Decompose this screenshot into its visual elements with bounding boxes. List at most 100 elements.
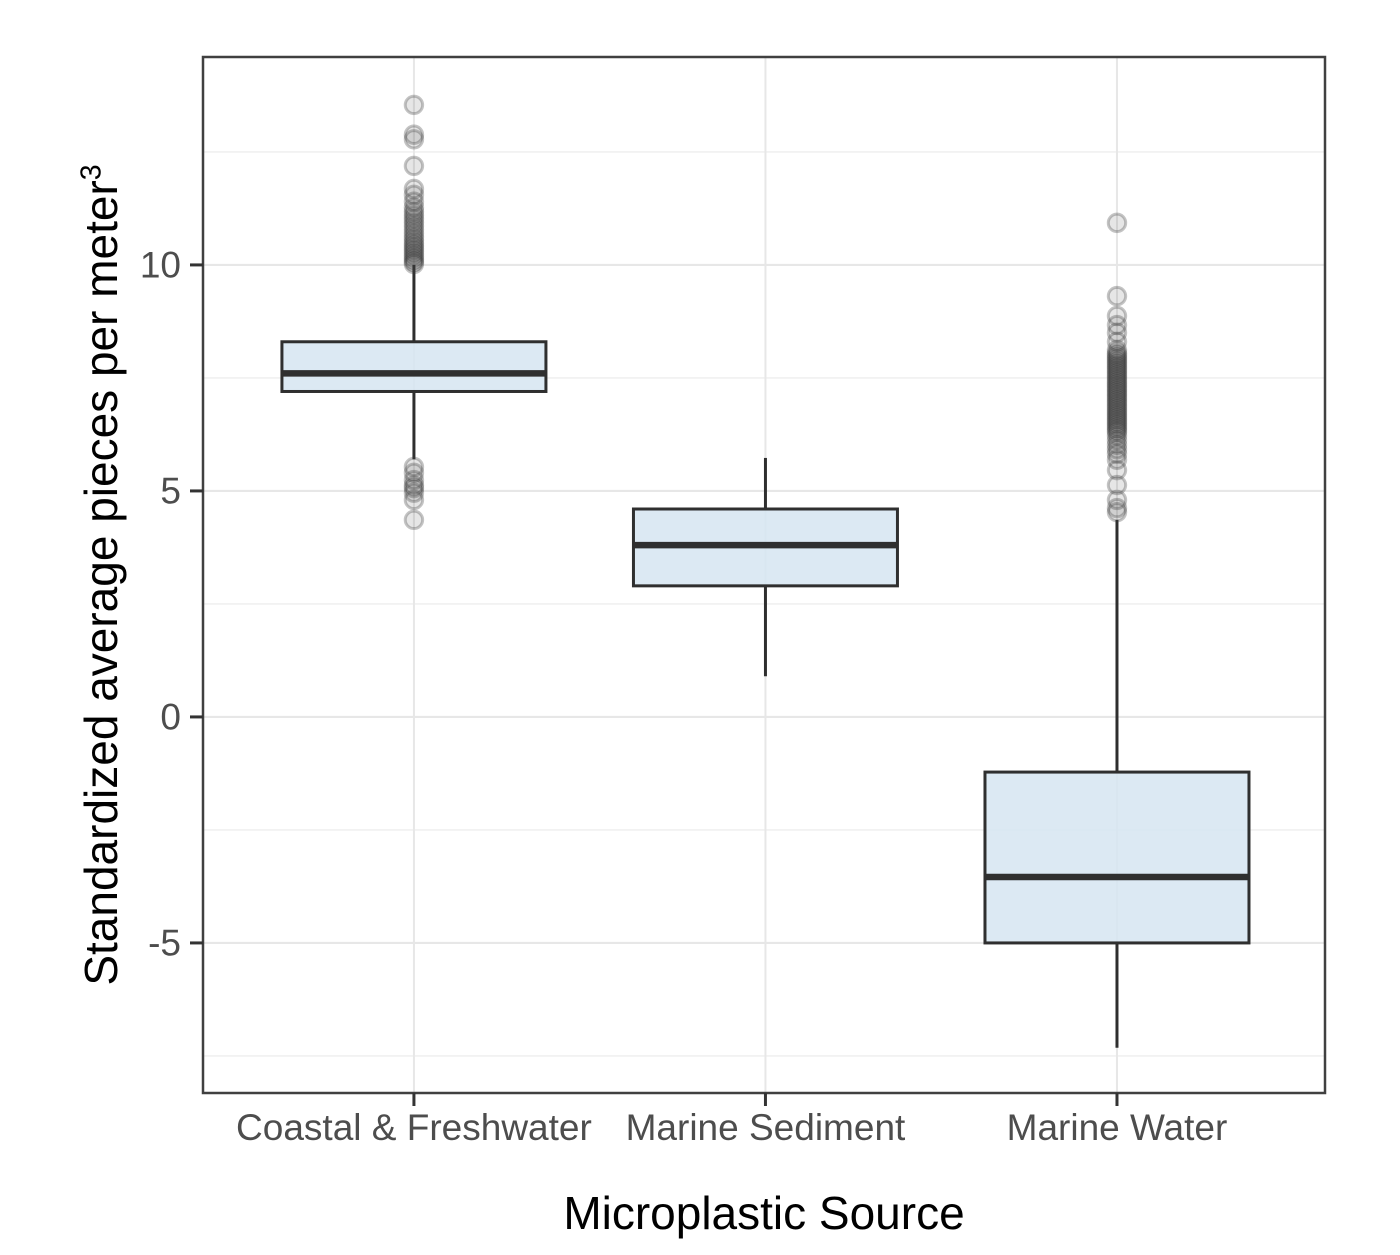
outlier-point [1106, 331, 1128, 352]
outlier-point [1106, 443, 1128, 465]
outlier-point [403, 251, 425, 272]
outlier-point [403, 249, 425, 270]
outlier-point [403, 235, 425, 257]
outlier-point [403, 223, 425, 244]
outlier-point [1106, 342, 1128, 364]
x-tick-label: Marine Sediment [626, 1107, 906, 1148]
outlier-point [1106, 358, 1128, 380]
y-axis-title-superscript: 3 [75, 164, 108, 181]
x-tick-label: Marine Water [1007, 1107, 1228, 1148]
outlier-point [1106, 497, 1128, 519]
outlier-point [1106, 388, 1128, 409]
outlier-point [1106, 421, 1128, 443]
outlier-point [1106, 345, 1128, 366]
outlier-point [1106, 459, 1128, 481]
outlier-point [403, 482, 425, 503]
outlier-point [1106, 354, 1128, 375]
outlier-point [1106, 412, 1128, 434]
outlier-point [403, 197, 425, 218]
outlier-point [1106, 351, 1128, 373]
outlier-point [1106, 349, 1128, 371]
outlier-point [1106, 367, 1128, 389]
outlier-point [403, 226, 425, 248]
outlier-point [403, 246, 425, 267]
outlier-point [1106, 449, 1128, 470]
outlier-point [1106, 403, 1128, 425]
outlier-point [403, 205, 425, 226]
outlier-point [403, 462, 425, 484]
y-axis-title-text: Standardized average pieces per meter [75, 180, 127, 986]
outlier-point [1106, 399, 1128, 420]
outlier-point [403, 489, 425, 511]
outlier-point [1106, 425, 1128, 446]
y-tick-label: 10 [140, 244, 181, 285]
y-tick-label: -5 [148, 922, 181, 963]
outlier-point [403, 509, 425, 531]
outlier-point [1106, 360, 1128, 382]
box [280, 340, 548, 393]
outlier-point [1106, 474, 1128, 496]
outlier-point [1106, 285, 1128, 307]
outlier-point [1106, 394, 1128, 416]
outlier-point [1106, 379, 1128, 400]
outlier-point [1106, 339, 1128, 361]
outlier-point [1106, 397, 1128, 418]
outlier-point [1106, 406, 1128, 427]
outlier-point [403, 253, 425, 275]
y-tick-label: 5 [160, 470, 181, 511]
outlier-point [1106, 322, 1128, 343]
outlier-point [1106, 365, 1128, 386]
outlier-point [1106, 401, 1128, 423]
outlier-point [1106, 408, 1128, 429]
outlier-point [403, 478, 425, 499]
x-axis-title: Microplastic Source [563, 1187, 965, 1239]
outlier-point [403, 238, 425, 259]
outlier-point [1106, 385, 1128, 407]
outlier-point [1106, 363, 1128, 384]
outlier-point [1106, 376, 1128, 398]
box [983, 770, 1251, 945]
outlier-point [1106, 489, 1128, 511]
outlier-point [1106, 410, 1128, 432]
y-tick-label: 0 [160, 696, 181, 737]
outlier-point [1106, 501, 1128, 523]
outlier-point [403, 208, 425, 230]
outlier-point [403, 94, 425, 116]
outlier-point [403, 233, 425, 254]
outlier-point [1106, 381, 1128, 402]
outlier-point [1106, 415, 1128, 436]
outlier-point [1106, 383, 1128, 404]
outlier-point [403, 241, 425, 262]
outlier-point [403, 178, 425, 200]
outlier-point [403, 191, 425, 212]
outlier-point [1106, 430, 1128, 451]
outlier-point [403, 212, 425, 233]
outlier-point [1106, 212, 1128, 234]
outlier-point [403, 124, 425, 145]
outlier-point [403, 201, 425, 222]
y-axis-title: Standardized average pieces per meter3 [74, 164, 128, 985]
outlier-point [403, 184, 425, 206]
outlier-point [403, 229, 425, 251]
outlier-point [1106, 372, 1128, 393]
outlier-point [1106, 392, 1128, 413]
outlier-point [1106, 419, 1128, 441]
outlier-point [403, 215, 425, 237]
outlier-point [1106, 369, 1128, 391]
outlier-point [1106, 305, 1128, 327]
outlier-point [1106, 434, 1128, 456]
outlier-point [1106, 390, 1128, 411]
outlier-point [1106, 347, 1128, 368]
outlier-point [1106, 374, 1128, 395]
outlier-point [403, 469, 425, 491]
outlier-point [403, 219, 425, 240]
outlier-point [1106, 356, 1128, 377]
outlier-point [403, 243, 425, 265]
outlier-point [403, 475, 425, 496]
outlier-point [403, 129, 425, 150]
outlier-point [403, 456, 425, 478]
x-tick-label: Coastal & Freshwater [236, 1107, 592, 1148]
outlier-point [1106, 417, 1128, 438]
